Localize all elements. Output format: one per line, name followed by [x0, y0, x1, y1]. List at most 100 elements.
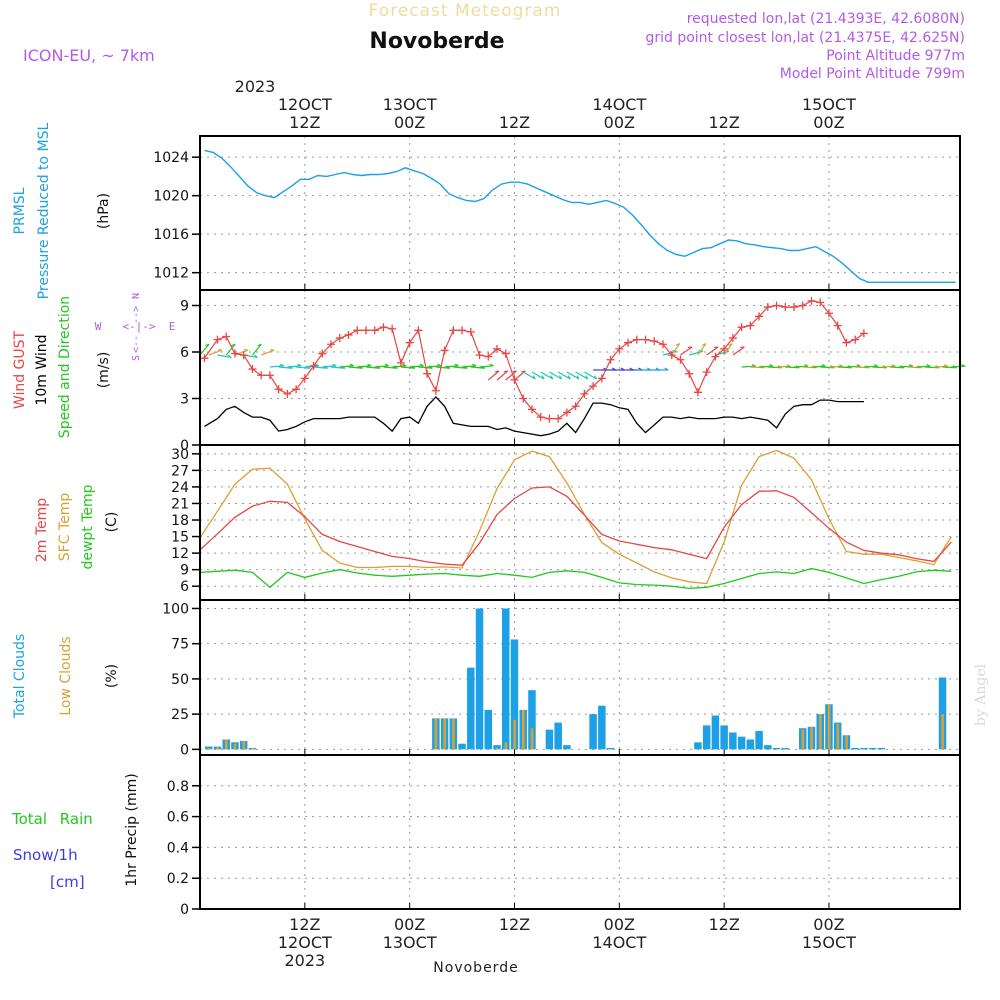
footer-location: Novoberde — [433, 960, 518, 976]
gust-marker — [641, 335, 650, 344]
y-tick-label: 6 — [180, 345, 189, 361]
low-cloud-bar — [225, 739, 228, 750]
gust-marker — [685, 369, 694, 378]
wind-arrow-head — [521, 370, 526, 373]
clouds-label-low: Low Clouds — [58, 636, 74, 715]
wind-arrow-head — [349, 363, 354, 367]
wind-arrow-head — [943, 363, 949, 367]
wind-arrow — [697, 343, 707, 356]
gust-marker — [781, 303, 790, 312]
y-tick-label: 0 — [180, 902, 189, 918]
gust-marker — [423, 369, 432, 378]
y-tick-label: 50 — [171, 672, 189, 688]
wind-arrow-head — [494, 370, 500, 373]
total-cloud-bar — [545, 729, 554, 750]
wind-arrow — [767, 366, 782, 369]
wind-arrow-head — [270, 349, 275, 351]
clouds-panel: Total Clouds Low Clouds (%) 0 25 50 75 100 — [12, 599, 961, 758]
gust-marker — [327, 340, 336, 349]
wind-arrow — [208, 349, 223, 356]
wind-direction-arrows — [199, 342, 966, 381]
wind-arrow — [278, 366, 293, 369]
compass-arrows: <-|-> — [122, 320, 155, 333]
clouds-unit: (%) — [104, 664, 120, 688]
wind-arrow-head — [402, 363, 407, 367]
gust-marker — [624, 338, 633, 347]
total-cloud-bar — [860, 747, 868, 750]
y-tick-label: 27 — [171, 463, 189, 479]
wind-arrow-head — [585, 375, 589, 380]
gust-marker — [737, 323, 746, 332]
y-tick-label: 0.8 — [167, 779, 189, 795]
total-cloud-bar — [606, 747, 615, 750]
bottom-hour-label: 12Z — [708, 915, 739, 934]
wind-arrow-head — [908, 363, 914, 367]
top-date-label: 13OCT — [383, 95, 437, 114]
low-cloud-bar — [810, 726, 813, 750]
gust-marker — [816, 298, 825, 307]
total-cloud-bar — [467, 667, 475, 750]
wind-arrow — [863, 365, 878, 368]
wind-speed-line — [204, 395, 864, 437]
sfc-temp-line — [199, 449, 952, 585]
top-hour-label: 12Z — [499, 113, 530, 132]
wind-arrow — [837, 366, 852, 369]
wind-arrow-head — [856, 363, 861, 367]
gust-marker — [728, 334, 737, 343]
wind-arrow-head — [297, 363, 302, 367]
gust-marker — [379, 323, 388, 332]
wind-arrow-head — [532, 375, 536, 380]
y-tick-label: 18 — [171, 513, 189, 529]
gust-line — [203, 300, 865, 420]
pressure-label-msl: Pressure Reduced to MSL — [36, 122, 52, 299]
y-tick-label: 1024 — [153, 150, 189, 166]
wind-arrow-head — [257, 343, 262, 347]
y-tick-label: 25 — [171, 707, 189, 723]
gust-marker — [755, 312, 764, 321]
wind-arrow — [251, 343, 262, 356]
gust-marker — [833, 321, 842, 330]
pressure-unit: (hPa) — [96, 193, 112, 229]
clouds-label-total: Total Clouds — [12, 634, 28, 719]
wind-label-gust: Wind GUST — [12, 330, 28, 409]
wind-arrow — [933, 365, 948, 368]
wind-arrow — [470, 366, 485, 369]
gust-marker — [335, 334, 344, 343]
y-tick-label: 6 — [180, 579, 189, 595]
wind-arrow — [409, 365, 424, 368]
temp-label-sfc: SFC Temp — [57, 493, 73, 562]
wind-arrow — [462, 365, 477, 368]
gust-marker — [493, 344, 502, 353]
gust-marker — [519, 394, 528, 403]
gust-marker — [361, 326, 370, 335]
wind-arrow — [785, 366, 800, 369]
total-cloud-bar — [598, 705, 606, 750]
gust-marker — [344, 330, 353, 339]
y-tick-label: 12 — [171, 546, 189, 562]
y-tick-label: 24 — [171, 480, 189, 496]
wind-arrow — [855, 366, 870, 369]
wind-arrow — [942, 366, 957, 369]
gust-marker — [545, 414, 554, 423]
wind-arrow — [846, 365, 861, 368]
wind-arrow — [392, 365, 407, 368]
wind-arrow — [680, 346, 693, 356]
wind-arrow — [225, 343, 236, 356]
wind-arrow-head — [751, 363, 756, 367]
top-date-label: 14OCT — [592, 95, 646, 114]
y-tick-label: 15 — [171, 530, 189, 546]
low-cloud-bar — [836, 724, 840, 750]
wind-arrow — [487, 370, 500, 381]
wind-arrow — [916, 365, 931, 368]
temperature-panel: 2m Temp SFC Temp dewpt Temp (C) 69121518… — [34, 444, 961, 601]
low-cloud-bar — [495, 747, 499, 750]
total-cloud-bar — [781, 747, 790, 750]
wind-arrow — [322, 365, 337, 368]
gust-marker — [658, 340, 667, 349]
low-cloud-bar — [845, 735, 848, 750]
wind-arrow — [898, 365, 913, 368]
wind-arrow — [444, 365, 459, 368]
gust-marker — [396, 358, 405, 367]
